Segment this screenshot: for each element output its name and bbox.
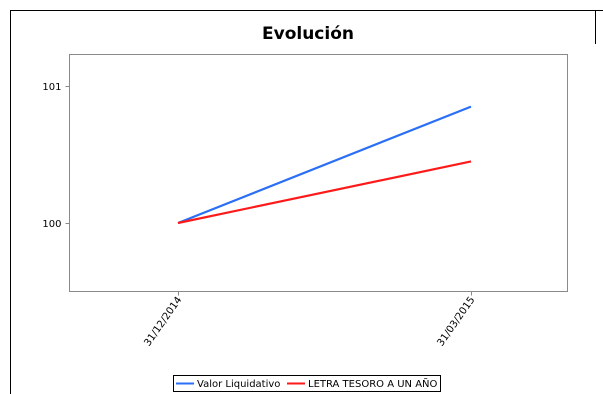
- chart-title: Evolución: [262, 24, 354, 44]
- x-tick-label: 31/03/2015: [435, 295, 477, 349]
- legend-label-letra-tesoro: LETRA TESORO A UN AÑO: [308, 377, 438, 390]
- series-line-1: [177, 160, 472, 225]
- legend: Valor Liquidativo LETRA TESORO A UN AÑO: [173, 375, 441, 392]
- series-layer: [177, 105, 472, 225]
- legend-box: [173, 375, 441, 392]
- x-tick-label: 31/12/2014: [142, 295, 184, 349]
- series-line-0: [177, 105, 472, 225]
- y-tick-label: 100: [42, 219, 61, 230]
- y-tick-label: 101: [42, 82, 61, 93]
- legend-label-valor-liquidativo: Valor Liquidativo: [197, 379, 280, 390]
- plot-area: [69, 54, 568, 292]
